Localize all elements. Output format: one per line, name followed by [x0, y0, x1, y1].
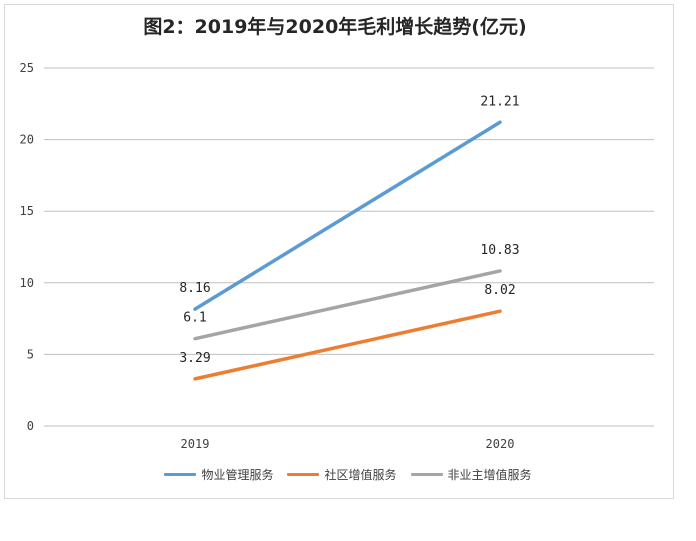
series-line-2 [193, 269, 502, 341]
y-tick-label: 10 [20, 276, 34, 290]
data-label: 8.02 [484, 283, 515, 298]
y-tick-label: 15 [20, 204, 34, 218]
data-label: 3.29 [179, 351, 210, 366]
data-label: 8.16 [179, 281, 210, 296]
data-label: 10.83 [480, 243, 519, 258]
x-tick-label: 2020 [486, 437, 515, 451]
legend-item-0: 物业管理服务 [164, 466, 273, 483]
series-lines [193, 120, 502, 381]
y-tick-label: 0 [27, 419, 34, 433]
legend-label: 社区增值服务 [324, 468, 397, 482]
legend-swatch [287, 473, 320, 476]
series-line-0 [193, 120, 502, 311]
data-label: 21.21 [480, 94, 519, 109]
legend-item-1: 社区增值服务 [287, 466, 397, 483]
chart-frame [4, 4, 674, 499]
gridlines [44, 67, 654, 427]
data-labels: 8.16 21.21 3.29 8.02 6.1 10.83 [179, 94, 519, 366]
legend-item-2: 非业主增值服务 [410, 466, 532, 483]
chart-title: 图2：2019年与2020年毛利增长趋势(亿元) [143, 16, 527, 38]
legend-label: 非业主增值服务 [447, 468, 532, 482]
y-axis-ticks: 0 5 10 15 20 25 [20, 61, 34, 433]
data-label: 6.1 [183, 311, 206, 326]
series-line-1 [193, 309, 502, 381]
y-tick-label: 5 [27, 347, 34, 361]
x-axis-ticks: 2019 2020 [181, 437, 515, 451]
y-tick-label: 20 [20, 133, 34, 147]
legend-swatch [164, 473, 197, 476]
legend-swatch [410, 473, 443, 476]
legend: 物业管理服务 社区增值服务 非业主增值服务 [0, 466, 696, 483]
y-tick-label: 25 [20, 61, 34, 75]
legend-label: 物业管理服务 [201, 468, 274, 482]
x-tick-label: 2019 [181, 437, 210, 451]
